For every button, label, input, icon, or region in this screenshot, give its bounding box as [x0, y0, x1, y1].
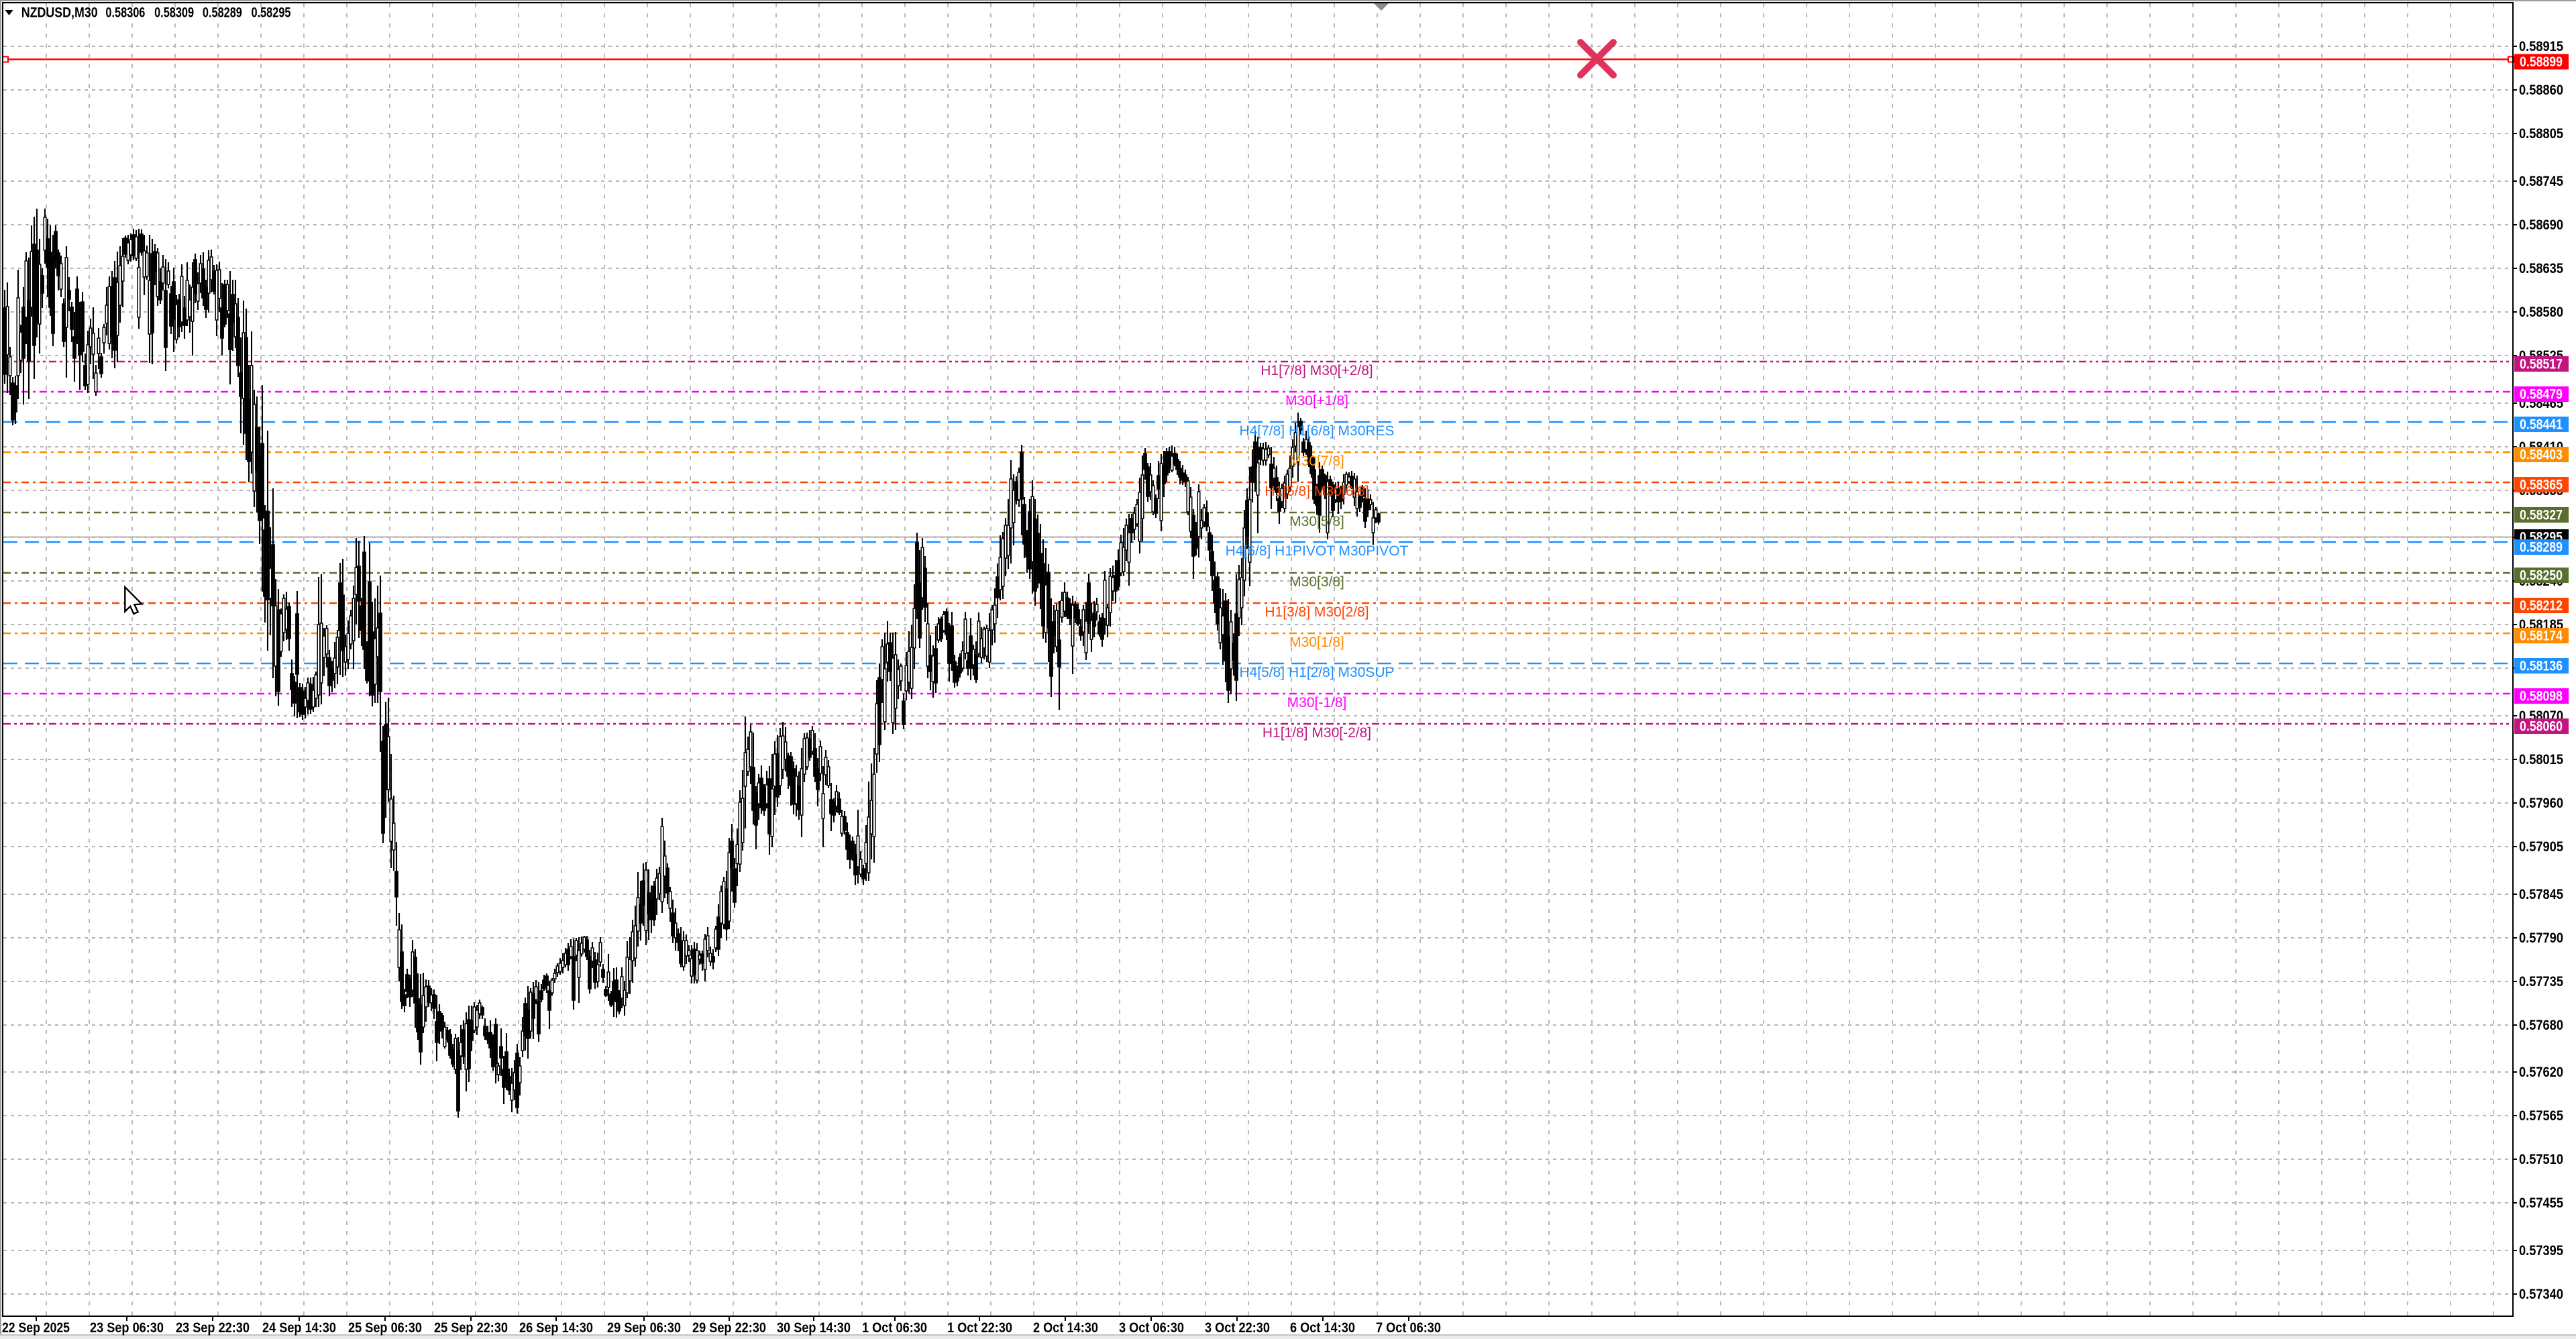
svg-text:6 Oct 14:30: 6 Oct 14:30 — [1290, 1320, 1355, 1336]
svg-text:25 Sep 22:30: 25 Sep 22:30 — [434, 1320, 508, 1336]
svg-text:29 Sep 06:30: 29 Sep 06:30 — [607, 1320, 681, 1336]
svg-text:25 Sep 06:30: 25 Sep 06:30 — [348, 1320, 422, 1336]
svg-text:0.58860: 0.58860 — [2519, 83, 2563, 98]
svg-text:0.58690: 0.58690 — [2519, 217, 2563, 233]
svg-text:H1[5/8] M30[6/8]: H1[5/8] M30[6/8] — [1265, 484, 1368, 499]
svg-text:0.58635: 0.58635 — [2519, 261, 2563, 276]
svg-text:0.58289: 0.58289 — [203, 5, 242, 21]
svg-text:0.57960: 0.57960 — [2519, 796, 2563, 811]
svg-text:0.58745: 0.58745 — [2519, 174, 2563, 189]
svg-text:0.57565: 0.57565 — [2519, 1108, 2563, 1124]
svg-text:0.57790: 0.57790 — [2519, 930, 2563, 946]
svg-text:0.58479: 0.58479 — [2520, 387, 2563, 403]
svg-text:M30[-1/8]: M30[-1/8] — [1287, 695, 1347, 710]
svg-text:0.58915: 0.58915 — [2519, 39, 2563, 54]
svg-text:30 Sep 14:30: 30 Sep 14:30 — [777, 1320, 851, 1336]
svg-text:H4[6/8] H1PIVOT M30PIVOT: H4[6/8] H1PIVOT M30PIVOT — [1226, 543, 1409, 559]
svg-text:H4[5/8] H1[2/8] M30SUP: H4[5/8] H1[2/8] M30SUP — [1239, 665, 1394, 680]
svg-text:M30[3/8]: M30[3/8] — [1289, 574, 1344, 590]
svg-text:0.58174: 0.58174 — [2520, 629, 2563, 644]
svg-text:0.58309: 0.58309 — [154, 5, 194, 21]
svg-text:3 Oct 06:30: 3 Oct 06:30 — [1119, 1320, 1184, 1336]
svg-text:23 Sep 22:30: 23 Sep 22:30 — [176, 1320, 250, 1336]
svg-text:0.58212: 0.58212 — [2520, 598, 2563, 614]
svg-text:0.57620: 0.57620 — [2519, 1065, 2563, 1080]
svg-text:0.58250: 0.58250 — [2520, 568, 2563, 584]
svg-text:0.58403: 0.58403 — [2520, 447, 2563, 463]
svg-text:0.58060: 0.58060 — [2520, 719, 2563, 735]
svg-text:0.57845: 0.57845 — [2519, 887, 2563, 902]
svg-text:0.57735: 0.57735 — [2519, 974, 2563, 989]
svg-text:0.58580: 0.58580 — [2519, 305, 2563, 320]
svg-text:0.57680: 0.57680 — [2519, 1018, 2563, 1033]
svg-text:23 Sep 06:30: 23 Sep 06:30 — [90, 1320, 164, 1336]
svg-text:0.57340: 0.57340 — [2519, 1287, 2563, 1302]
svg-text:0.57395: 0.57395 — [2519, 1243, 2563, 1258]
svg-text:0.57905: 0.57905 — [2519, 839, 2563, 855]
svg-text:M30[1/8]: M30[1/8] — [1289, 635, 1344, 650]
svg-text:0.58295: 0.58295 — [252, 5, 291, 21]
svg-text:26 Sep 14:30: 26 Sep 14:30 — [519, 1320, 593, 1336]
svg-text:1 Oct 06:30: 1 Oct 06:30 — [862, 1320, 927, 1336]
svg-text:0.58805: 0.58805 — [2519, 126, 2563, 142]
svg-text:M30[+1/8]: M30[+1/8] — [1285, 393, 1348, 409]
svg-text:0.58365: 0.58365 — [2520, 478, 2563, 493]
svg-text:24 Sep 14:30: 24 Sep 14:30 — [262, 1320, 336, 1336]
svg-text:1 Oct 22:30: 1 Oct 22:30 — [947, 1320, 1012, 1336]
svg-text:0.58015: 0.58015 — [2519, 752, 2563, 767]
svg-text:0.58517: 0.58517 — [2520, 357, 2563, 372]
svg-text:H1[7/8] M30[+2/8]: H1[7/8] M30[+2/8] — [1260, 363, 1373, 378]
svg-text:0.58098: 0.58098 — [2520, 689, 2563, 704]
svg-text:0.58441: 0.58441 — [2520, 417, 2563, 433]
svg-text:22 Sep 2025: 22 Sep 2025 — [2, 1320, 70, 1336]
svg-text:0.58289: 0.58289 — [2520, 540, 2563, 555]
svg-text:0.58327: 0.58327 — [2520, 508, 2563, 523]
svg-text:H1[1/8] M30[-2/8]: H1[1/8] M30[-2/8] — [1263, 725, 1371, 741]
svg-text:H1[3/8] M30[2/8]: H1[3/8] M30[2/8] — [1265, 604, 1368, 620]
svg-text:0.57455: 0.57455 — [2519, 1195, 2563, 1211]
svg-text:0.58899: 0.58899 — [2520, 54, 2563, 70]
svg-text:2 Oct 14:30: 2 Oct 14:30 — [1033, 1320, 1098, 1336]
svg-text:M30[7/8]: M30[7/8] — [1289, 453, 1344, 469]
svg-text:0.58136: 0.58136 — [2520, 659, 2563, 674]
svg-text:3 Oct 22:30: 3 Oct 22:30 — [1205, 1320, 1270, 1336]
svg-text:H4[7/8] H1[6/8] M30RES: H4[7/8] H1[6/8] M30RES — [1239, 423, 1394, 439]
svg-text:M30[5/8]: M30[5/8] — [1289, 514, 1344, 529]
svg-text:0.58306: 0.58306 — [105, 5, 145, 21]
svg-text:NZDUSD,M30: NZDUSD,M30 — [21, 5, 98, 21]
svg-text:0.57510: 0.57510 — [2519, 1152, 2563, 1167]
svg-text:29 Sep 22:30: 29 Sep 22:30 — [692, 1320, 766, 1336]
svg-text:7 Oct 06:30: 7 Oct 06:30 — [1376, 1320, 1441, 1336]
